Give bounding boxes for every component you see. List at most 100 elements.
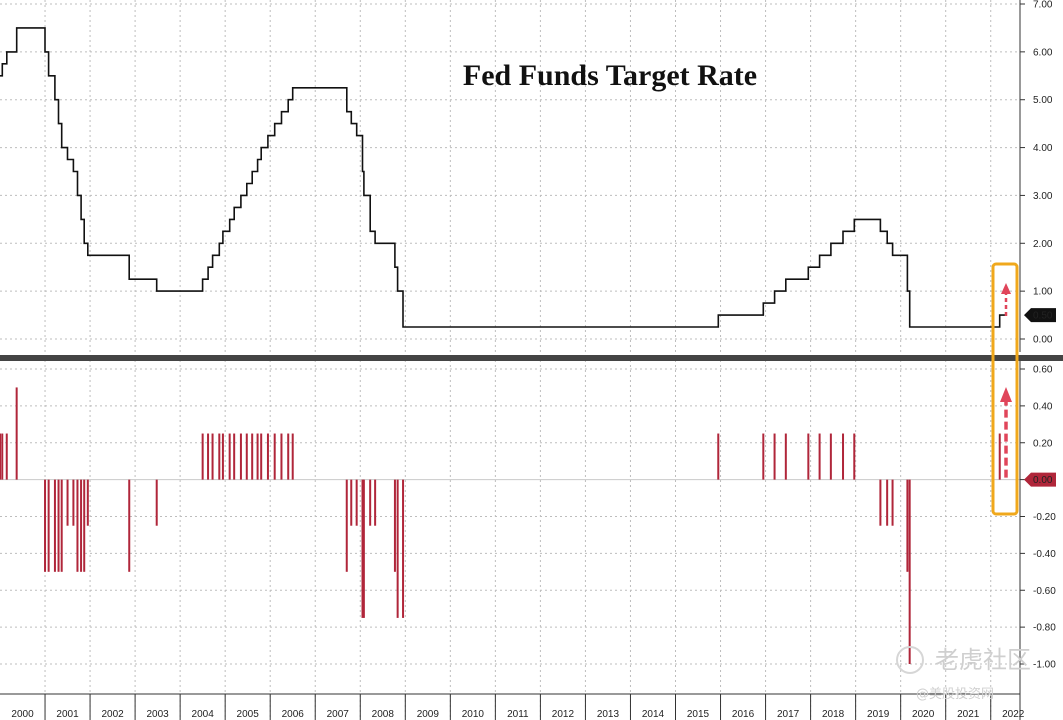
chart-title: Fed Funds Target Rate [463,59,757,92]
rate-change-bar [80,479,83,572]
rate-change-bar [47,479,50,572]
x-tick-label: 2004 [192,709,215,720]
x-tick-label: 2007 [327,709,350,720]
x-axis: 2000 2001 2002 2003 2004 2005 2006 2007 2008 2009… [0,693,1025,720]
top-tick-label: 7.00 [1033,0,1053,11]
bottom-tick-label: 0.60 [1033,365,1053,376]
watermark-text: 老虎社区 [935,646,1031,674]
rate-change-bar [350,479,353,526]
rate-change-bar [369,479,372,526]
rate-change-bar [221,433,224,480]
rate-change-bar [886,479,889,526]
rate-change-bar [784,433,787,480]
x-tick-label: 2020 [912,709,935,720]
arrow-head-top [1001,283,1011,294]
rate-change-bar [396,479,399,618]
last-value-label: 0.50 [1033,311,1053,322]
rate-change-bar [155,479,158,526]
x-tick-label: 2008 [372,709,395,720]
value-labels: 0.50 0.00 [896,308,1056,674]
x-tick-label: 2012 [552,709,575,720]
rate-change-bars [0,387,1001,664]
fed-funds-rate-line [0,27,1007,328]
top-tick-label: 1.00 [1033,287,1053,298]
rate-change-bar [60,479,63,572]
zero-value-badge [1024,472,1056,487]
bottom-tick-label: -0.60 [1033,586,1056,597]
rate-change-bar [374,479,377,526]
bottom-tick-label: -0.40 [1033,549,1056,560]
x-tick-label: 2002 [101,709,124,720]
rate-change-bar [0,433,1,480]
x-tick-label: 2005 [237,709,260,720]
zero-value-label: 0.00 [1033,475,1053,486]
rate-change-bar [201,433,204,480]
rate-change-bar [345,479,348,572]
rate-change-bar [287,433,290,480]
rate-change-bar [818,433,821,480]
rate-change-bar [245,433,248,480]
panel-divider [0,355,1063,361]
rate-change-bar [57,479,60,572]
rate-change-bar [402,479,405,618]
x-tick-label: 2017 [777,709,800,720]
rate-change-bar [72,479,75,526]
rate-change-bar [998,433,1001,480]
bottom-tick-label: -0.80 [1033,623,1056,634]
rate-change-bar [1,433,4,480]
rate-change-bar [291,433,294,480]
rate-change-bar [842,433,845,480]
hike-annotation [991,262,1019,516]
rate-change-bar [280,433,283,480]
watermark-logo-icon [896,646,924,674]
bottom-tick-label: 0.20 [1033,438,1053,449]
top-tick-label: 0.00 [1033,335,1053,346]
rate-change-bar [361,479,364,618]
last-value-badge [1024,308,1056,323]
rate-change-bar [128,479,131,572]
rate-change-bar [5,433,8,480]
top-tick-label: 3.00 [1033,191,1053,202]
rate-change-bar [355,479,358,526]
x-tick-label: 2021 [957,709,980,720]
rate-change-bar [266,433,269,480]
x-tick-label: 2013 [597,709,620,720]
bottom-tick-label: 0.40 [1033,401,1053,412]
rate-change-bar [233,433,236,480]
top-tick-label: 2.00 [1033,239,1053,250]
rate-change-bar [211,433,214,480]
rate-change-bar [53,479,56,572]
rate-change-bar [891,479,894,526]
watermark-subtext: @美股投资网 [916,686,994,702]
rate-change-bar [83,479,86,572]
rate-change-bar [853,433,856,480]
bottom-tick-label: -0.20 [1033,512,1056,523]
x-tick-label: 2015 [687,709,710,720]
x-tick-label: 2000 [11,709,34,720]
x-tick-label: 2009 [417,709,440,720]
x-tick-label: 2010 [462,709,485,720]
bottom-y-axis: 0.60 0.40 0.20 -0.20 -0.40 -0.60 -0.80 -1.00 [1019,360,1056,720]
x-tick-label: 2003 [146,709,169,720]
rate-change-bar [66,479,69,526]
rate-change-bar [15,387,18,480]
rate-change-bar [273,433,276,480]
rate-change-bar [906,479,909,572]
rate-change-bar [76,479,79,572]
rate-change-bar [717,433,720,480]
x-tick-label: 2011 [507,709,529,720]
top-y-axis: 7.00 6.00 5.00 4.00 3.00 2.00 1.00 0.00 [1019,0,1053,352]
x-tick-label: 2018 [822,709,845,720]
top-tick-label: 6.00 [1033,47,1053,58]
highlight-box [991,262,1019,516]
x-tick-label: 2006 [282,709,305,720]
rate-change-bar [762,433,765,480]
x-tick-label: 2019 [867,709,890,720]
rate-change-bar [773,433,776,480]
top-tick-label: 4.00 [1033,143,1053,154]
rate-change-bar [86,479,89,526]
rate-change-bar [256,433,259,480]
x-tick-label: 2022 [1002,709,1025,720]
rate-change-bar [879,479,882,526]
